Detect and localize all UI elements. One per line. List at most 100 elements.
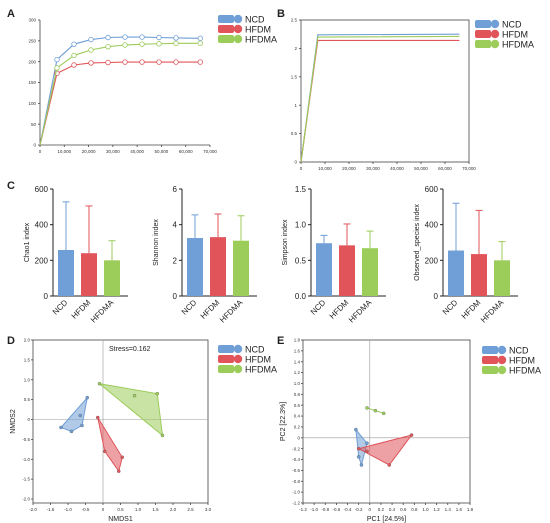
- b-x-tick-label: 70,000: [462, 166, 476, 171]
- e-y-tick-label: 1.6: [294, 348, 301, 353]
- c3-y-tick-label: 0.5: [295, 256, 307, 265]
- b-legend-dot-hfdm: [490, 29, 500, 39]
- d-point-ncd: [78, 413, 83, 418]
- e-y-tick-label: -0.4: [292, 457, 300, 462]
- a-legend-dot-hfdma: [233, 34, 243, 44]
- d-x-tick-label: 1.0: [135, 507, 142, 512]
- e-plot-frame: [302, 339, 471, 504]
- a-point-ncd: [197, 35, 203, 42]
- d-point-hfdma: [160, 433, 165, 438]
- chart-pca: -1.2 -1.0 -0.8 -0.6 -0.4 -0.2 0 0.2 0.4 0.6 0.8 1.0…: [280, 338, 541, 523]
- c1-y-tick-label: 600: [35, 185, 49, 194]
- d-x-tick-label: 2.0: [170, 507, 177, 512]
- e-point-ncd: [356, 455, 361, 459]
- a-point-hfdma: [71, 52, 77, 59]
- d-x-tick-label: -1.0: [64, 507, 72, 512]
- d-legend-swatch-ncd: [218, 345, 234, 353]
- e-legend-swatch-ncd: [482, 346, 498, 354]
- e-y-axis-label: PC2 [22.3%]: [280, 402, 287, 441]
- c2-x-tick-label: HFDMA: [218, 298, 245, 325]
- e-x-tick-label: 1.6: [456, 507, 463, 512]
- e-legend-dot-hfdm: [497, 355, 507, 365]
- a-point-ncd: [71, 41, 77, 47]
- c2-y-tick-label: 4: [173, 221, 178, 230]
- e-y-tick-label: -0.8: [292, 479, 300, 484]
- e-x-tick-label: 0.8: [411, 507, 418, 512]
- c1-y-tick-label: 0: [44, 292, 49, 301]
- e-point-hfdma: [365, 406, 369, 410]
- a-x-tick-label: 20,000: [82, 149, 96, 154]
- e-legend-swatch-hfdma: [482, 366, 498, 374]
- a-point-hfdm: [88, 60, 94, 66]
- e-x-tick-label: -0.6: [333, 507, 341, 512]
- e-legend-swatch-hfdm: [482, 356, 498, 364]
- d-point-hfdma: [97, 381, 102, 386]
- d-y-tick-label: 0: [27, 417, 30, 422]
- a-y-tick-label: 250: [28, 38, 36, 43]
- e-y-tick-label: -1.0: [292, 490, 300, 495]
- c2-x-tick-label: NCD: [180, 298, 199, 317]
- b-line-ncd: [300, 33, 460, 163]
- a-point-hfdm: [122, 59, 128, 65]
- c2-y-axis-label: Shannon index: [153, 219, 160, 266]
- d-y-tick-label: -0.5: [22, 437, 30, 442]
- e-x-tick-label: -1.0: [310, 507, 318, 512]
- d-stress-annotation: Stress=0.162: [109, 346, 151, 353]
- a-legend-swatch-ncd: [218, 15, 234, 23]
- c1-x-tick-label: HFDMA: [89, 298, 116, 325]
- d-legend-dot-ncd: [233, 344, 243, 354]
- c1-bar-ncd: [58, 249, 74, 296]
- d-point-hfdma: [132, 393, 137, 398]
- c4-y-axis-label: Observed_species index: [414, 204, 421, 281]
- a-y-tick-label: 0: [33, 143, 36, 148]
- c2-bar-hfdm: [210, 237, 226, 296]
- c4-bar-hfdm: [471, 254, 487, 296]
- c4-x-tick-label: HFDMA: [479, 298, 506, 325]
- panel-label-b: B: [277, 8, 285, 20]
- a-point-hfdma: [105, 43, 111, 50]
- d-y-tick-label: -2.0: [22, 497, 30, 502]
- c2-y-tick-label: 0: [173, 292, 178, 301]
- c4-bar-hfdma: [494, 260, 510, 296]
- d-x-tick-label: -1.5: [47, 507, 55, 512]
- d-legend-dot-hfdm: [233, 354, 243, 364]
- b-legend-dot-hfdma: [490, 39, 500, 49]
- c1-bar-hfdma: [104, 260, 120, 296]
- d-legend-swatch-hfdma: [218, 365, 234, 373]
- d-x-tick-label: 3.0: [205, 507, 212, 512]
- a-y-tick-label: 200: [28, 59, 36, 64]
- e-y-tick-label: -0.6: [292, 468, 300, 473]
- e-x-tick-label: -0.8: [321, 507, 329, 512]
- b-x-tick-label: 60,000: [438, 166, 452, 171]
- a-point-hfdm: [156, 59, 162, 65]
- e-legend-label-hfdm: HFDM: [509, 355, 535, 365]
- b-y-tick-label: 1: [294, 103, 297, 108]
- b-legend-swatch-ncd: [475, 20, 491, 28]
- b-x-tick-label: 50,000: [414, 166, 428, 171]
- b-line-hfdma: [300, 35, 460, 163]
- a-line-hfdma: [39, 42, 201, 146]
- a-x-tick-label: 30,000: [106, 149, 120, 154]
- c1-y-axis-label: Chao1 index: [24, 222, 31, 262]
- e-y-tick-label: -1.2: [292, 501, 300, 506]
- d-point-ncd: [59, 425, 63, 430]
- a-x-tick-label: 10,000: [57, 149, 71, 154]
- d-y-tick-label: 1.0: [24, 377, 31, 382]
- d-x-tick-label: -2.0: [29, 507, 37, 512]
- a-x-tick-label: 0: [39, 149, 42, 154]
- a-point-hfdma: [197, 40, 203, 47]
- a-x-tick-label: 50,000: [155, 149, 169, 154]
- a-point-hfdma: [88, 47, 94, 53]
- e-point-hfdma: [381, 411, 386, 416]
- b-x-tick-label: 10,000: [318, 166, 332, 171]
- c2-bar-ncd: [187, 238, 203, 296]
- e-y-tick-label: 0: [297, 435, 300, 440]
- c3-x-tick-label: HFDMA: [347, 298, 374, 325]
- c3-bar-ncd: [316, 243, 332, 296]
- e-point-ncd: [365, 441, 369, 445]
- d-point-ncd: [85, 395, 90, 400]
- e-x-tick-label: 1.2: [433, 507, 440, 512]
- a-point-hfdm: [71, 62, 77, 68]
- b-plot-frame: [300, 19, 470, 163]
